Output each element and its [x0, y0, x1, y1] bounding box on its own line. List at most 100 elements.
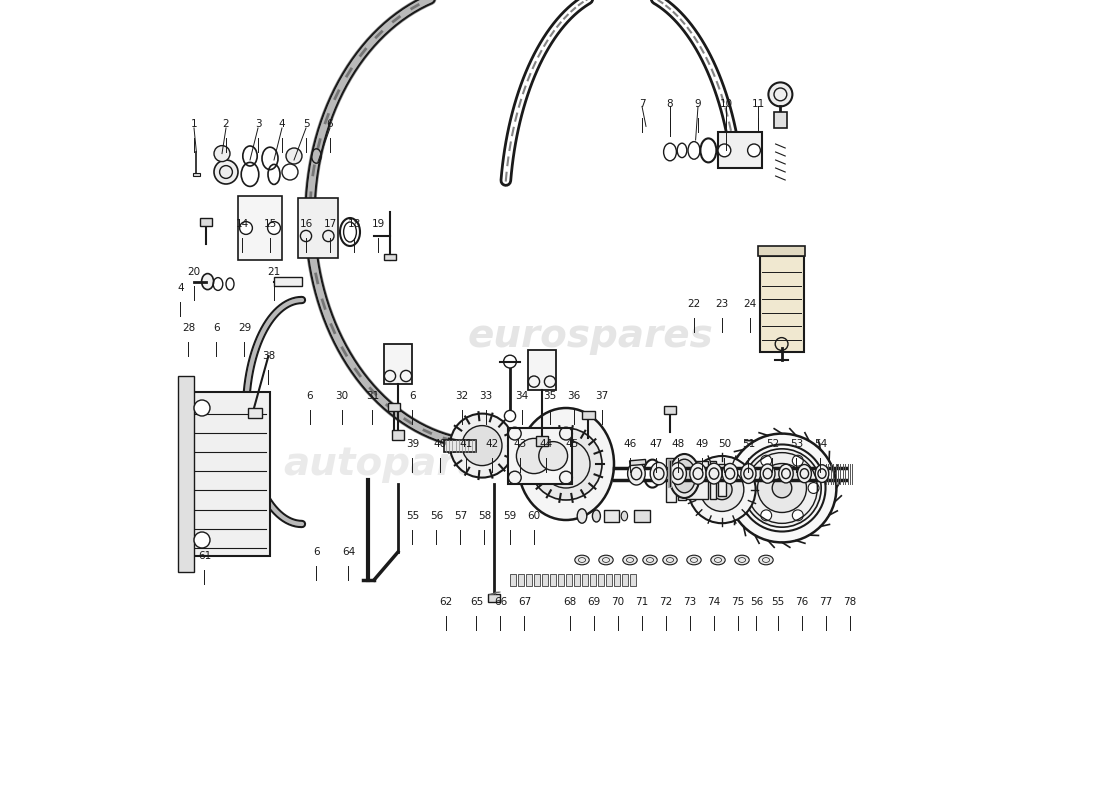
Text: 64: 64	[342, 547, 355, 557]
Ellipse shape	[621, 511, 628, 521]
Bar	[758, 246, 805, 256]
Bar	[663, 406, 676, 414]
Text: 58: 58	[477, 511, 491, 521]
Text: 22: 22	[688, 299, 701, 309]
Text: 3: 3	[255, 119, 262, 129]
Bar	[710, 461, 716, 499]
Text: 2: 2	[222, 119, 229, 129]
Circle shape	[539, 442, 568, 470]
Circle shape	[701, 468, 744, 511]
Bar	[630, 574, 637, 586]
Bar	[582, 574, 588, 586]
Text: 18: 18	[348, 219, 361, 229]
Text: autoparts: autoparts	[283, 445, 497, 483]
Bar	[178, 376, 194, 572]
Text: 69: 69	[587, 597, 601, 606]
Ellipse shape	[760, 464, 775, 483]
Bar	[238, 196, 282, 260]
Ellipse shape	[628, 462, 646, 485]
Text: 53: 53	[790, 439, 803, 449]
Text: 50: 50	[718, 439, 732, 449]
Bar	[528, 350, 557, 390]
Circle shape	[240, 222, 252, 234]
Bar	[718, 464, 726, 496]
Polygon shape	[444, 440, 476, 452]
Text: 67: 67	[518, 597, 531, 606]
Bar	[566, 574, 572, 586]
Text: 75: 75	[732, 597, 745, 606]
Circle shape	[712, 479, 733, 500]
Circle shape	[769, 82, 792, 106]
Text: 10: 10	[719, 99, 733, 109]
Text: 76: 76	[795, 597, 808, 606]
Circle shape	[462, 426, 502, 466]
Ellipse shape	[735, 555, 749, 565]
Circle shape	[504, 355, 516, 368]
Bar	[634, 510, 650, 522]
Bar	[518, 574, 525, 586]
Text: eurospares: eurospares	[468, 317, 713, 355]
Text: 19: 19	[372, 219, 385, 229]
Text: 17: 17	[323, 219, 337, 229]
Text: 33: 33	[480, 391, 493, 401]
Circle shape	[792, 510, 803, 521]
Ellipse shape	[711, 555, 725, 565]
Ellipse shape	[623, 555, 637, 565]
Circle shape	[758, 463, 806, 513]
Ellipse shape	[575, 555, 590, 565]
Text: 61: 61	[198, 551, 211, 561]
Ellipse shape	[723, 463, 738, 484]
Ellipse shape	[686, 555, 701, 565]
Text: 44: 44	[539, 439, 552, 449]
Circle shape	[267, 222, 280, 234]
Text: 49: 49	[695, 439, 708, 449]
Circle shape	[761, 510, 772, 521]
Ellipse shape	[650, 462, 668, 485]
Bar	[774, 112, 786, 128]
Circle shape	[748, 144, 760, 157]
Text: 38: 38	[262, 351, 275, 361]
Text: 52: 52	[766, 439, 779, 449]
Text: 20: 20	[187, 267, 200, 277]
Text: 34: 34	[516, 391, 529, 401]
Text: 66: 66	[494, 597, 507, 606]
Text: 56: 56	[750, 597, 763, 606]
Text: 62: 62	[439, 597, 452, 606]
Bar	[678, 460, 686, 500]
Text: 32: 32	[455, 391, 469, 401]
Bar	[666, 458, 675, 502]
Bar	[194, 173, 199, 176]
Bar	[274, 277, 302, 286]
Bar	[604, 510, 619, 522]
Circle shape	[727, 434, 836, 542]
Ellipse shape	[598, 555, 613, 565]
Bar	[298, 198, 338, 258]
Text: 21: 21	[267, 267, 280, 277]
Bar	[614, 574, 620, 586]
Ellipse shape	[669, 454, 700, 498]
Ellipse shape	[593, 510, 601, 522]
Ellipse shape	[663, 555, 678, 565]
Text: 5: 5	[302, 119, 309, 129]
Bar	[582, 411, 595, 419]
Text: 8: 8	[667, 99, 673, 109]
Text: 30: 30	[336, 391, 349, 401]
Text: 47: 47	[649, 439, 662, 449]
Ellipse shape	[670, 462, 686, 485]
Bar	[384, 344, 412, 384]
Text: 37: 37	[595, 391, 608, 401]
Bar	[590, 574, 596, 586]
Bar	[392, 430, 405, 440]
Ellipse shape	[201, 274, 213, 290]
Text: 54: 54	[814, 439, 827, 449]
Text: 74: 74	[707, 597, 721, 606]
Text: 56: 56	[430, 511, 443, 521]
Text: 45: 45	[565, 439, 579, 449]
Text: 9: 9	[695, 99, 702, 109]
Bar	[542, 574, 549, 586]
Bar	[487, 594, 500, 602]
Text: 23: 23	[715, 299, 728, 309]
Text: 4: 4	[177, 283, 184, 293]
Ellipse shape	[779, 464, 793, 483]
Text: 57: 57	[454, 511, 467, 521]
